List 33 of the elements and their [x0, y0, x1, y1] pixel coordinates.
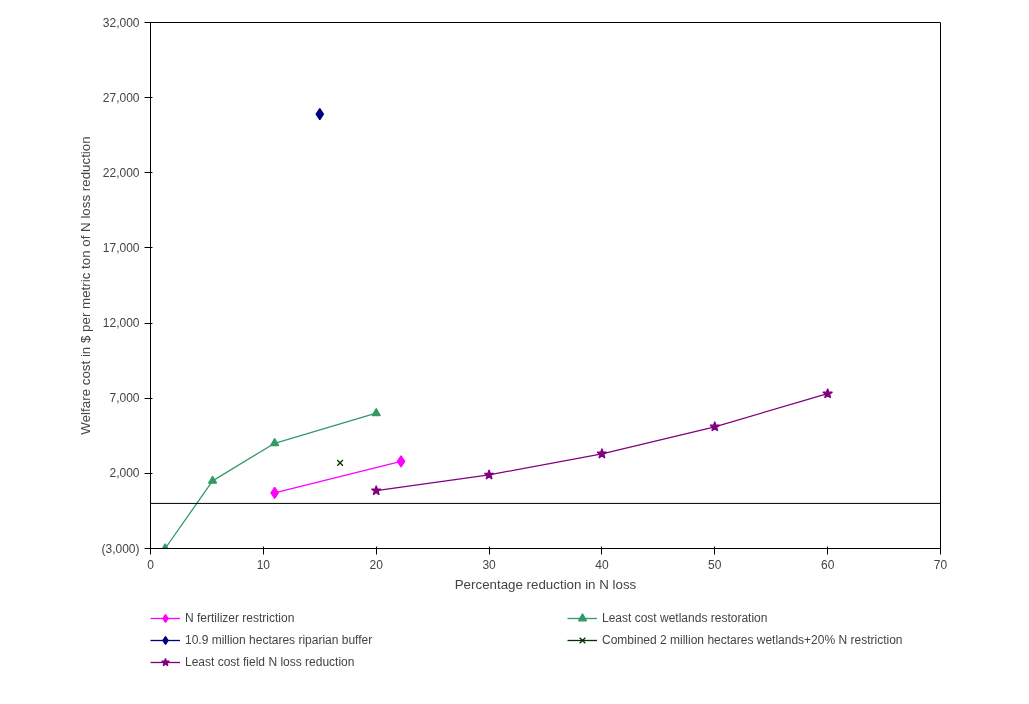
x-tick-label: 60	[820, 557, 835, 572]
x-tick-label: 10	[256, 557, 271, 572]
point	[370, 484, 382, 496]
point	[822, 388, 834, 399]
legend-label: Least cost wetlands restoration	[602, 611, 769, 625]
x-tick-label: 0	[147, 557, 155, 572]
x-tick-label: 50	[708, 557, 722, 572]
x-tick-label: 40	[595, 557, 609, 572]
legend-label: Combined 2 million hectares wetlands+20% N restriction	[602, 633, 904, 647]
y-tick-label: 17,000	[102, 240, 140, 255]
y-tick-label: 2,000	[109, 466, 140, 481]
point	[596, 448, 608, 459]
x-tick-label: 70	[933, 557, 948, 572]
y-tick-label: (3,000)	[101, 541, 140, 556]
point	[336, 459, 344, 467]
point	[315, 108, 325, 121]
legend-label: 10.9 million hectares riparian buffer	[185, 633, 374, 647]
point	[483, 469, 495, 480]
x-tick-label: 20	[369, 557, 384, 572]
y-axis-title: Welfare cost in $ per metric ton of N loss reduction	[78, 136, 94, 435]
y-tick-label: 12,000	[102, 316, 140, 331]
y-tick-label: 27,000	[102, 90, 140, 105]
legend-label: N fertilizer restriction	[185, 611, 296, 625]
y-tick-label: 32,000	[102, 15, 140, 30]
point	[371, 407, 381, 417]
x-axis-title: Percentage reduction in N loss	[454, 576, 637, 592]
legend-label: Least cost field N loss reduction	[185, 655, 356, 669]
point	[269, 438, 280, 447]
point	[207, 475, 218, 484]
y-tick-label: 7,000	[109, 391, 140, 406]
y-tick-label: 22,000	[102, 165, 140, 180]
x-tick-label: 30	[482, 557, 497, 572]
point	[396, 455, 406, 468]
